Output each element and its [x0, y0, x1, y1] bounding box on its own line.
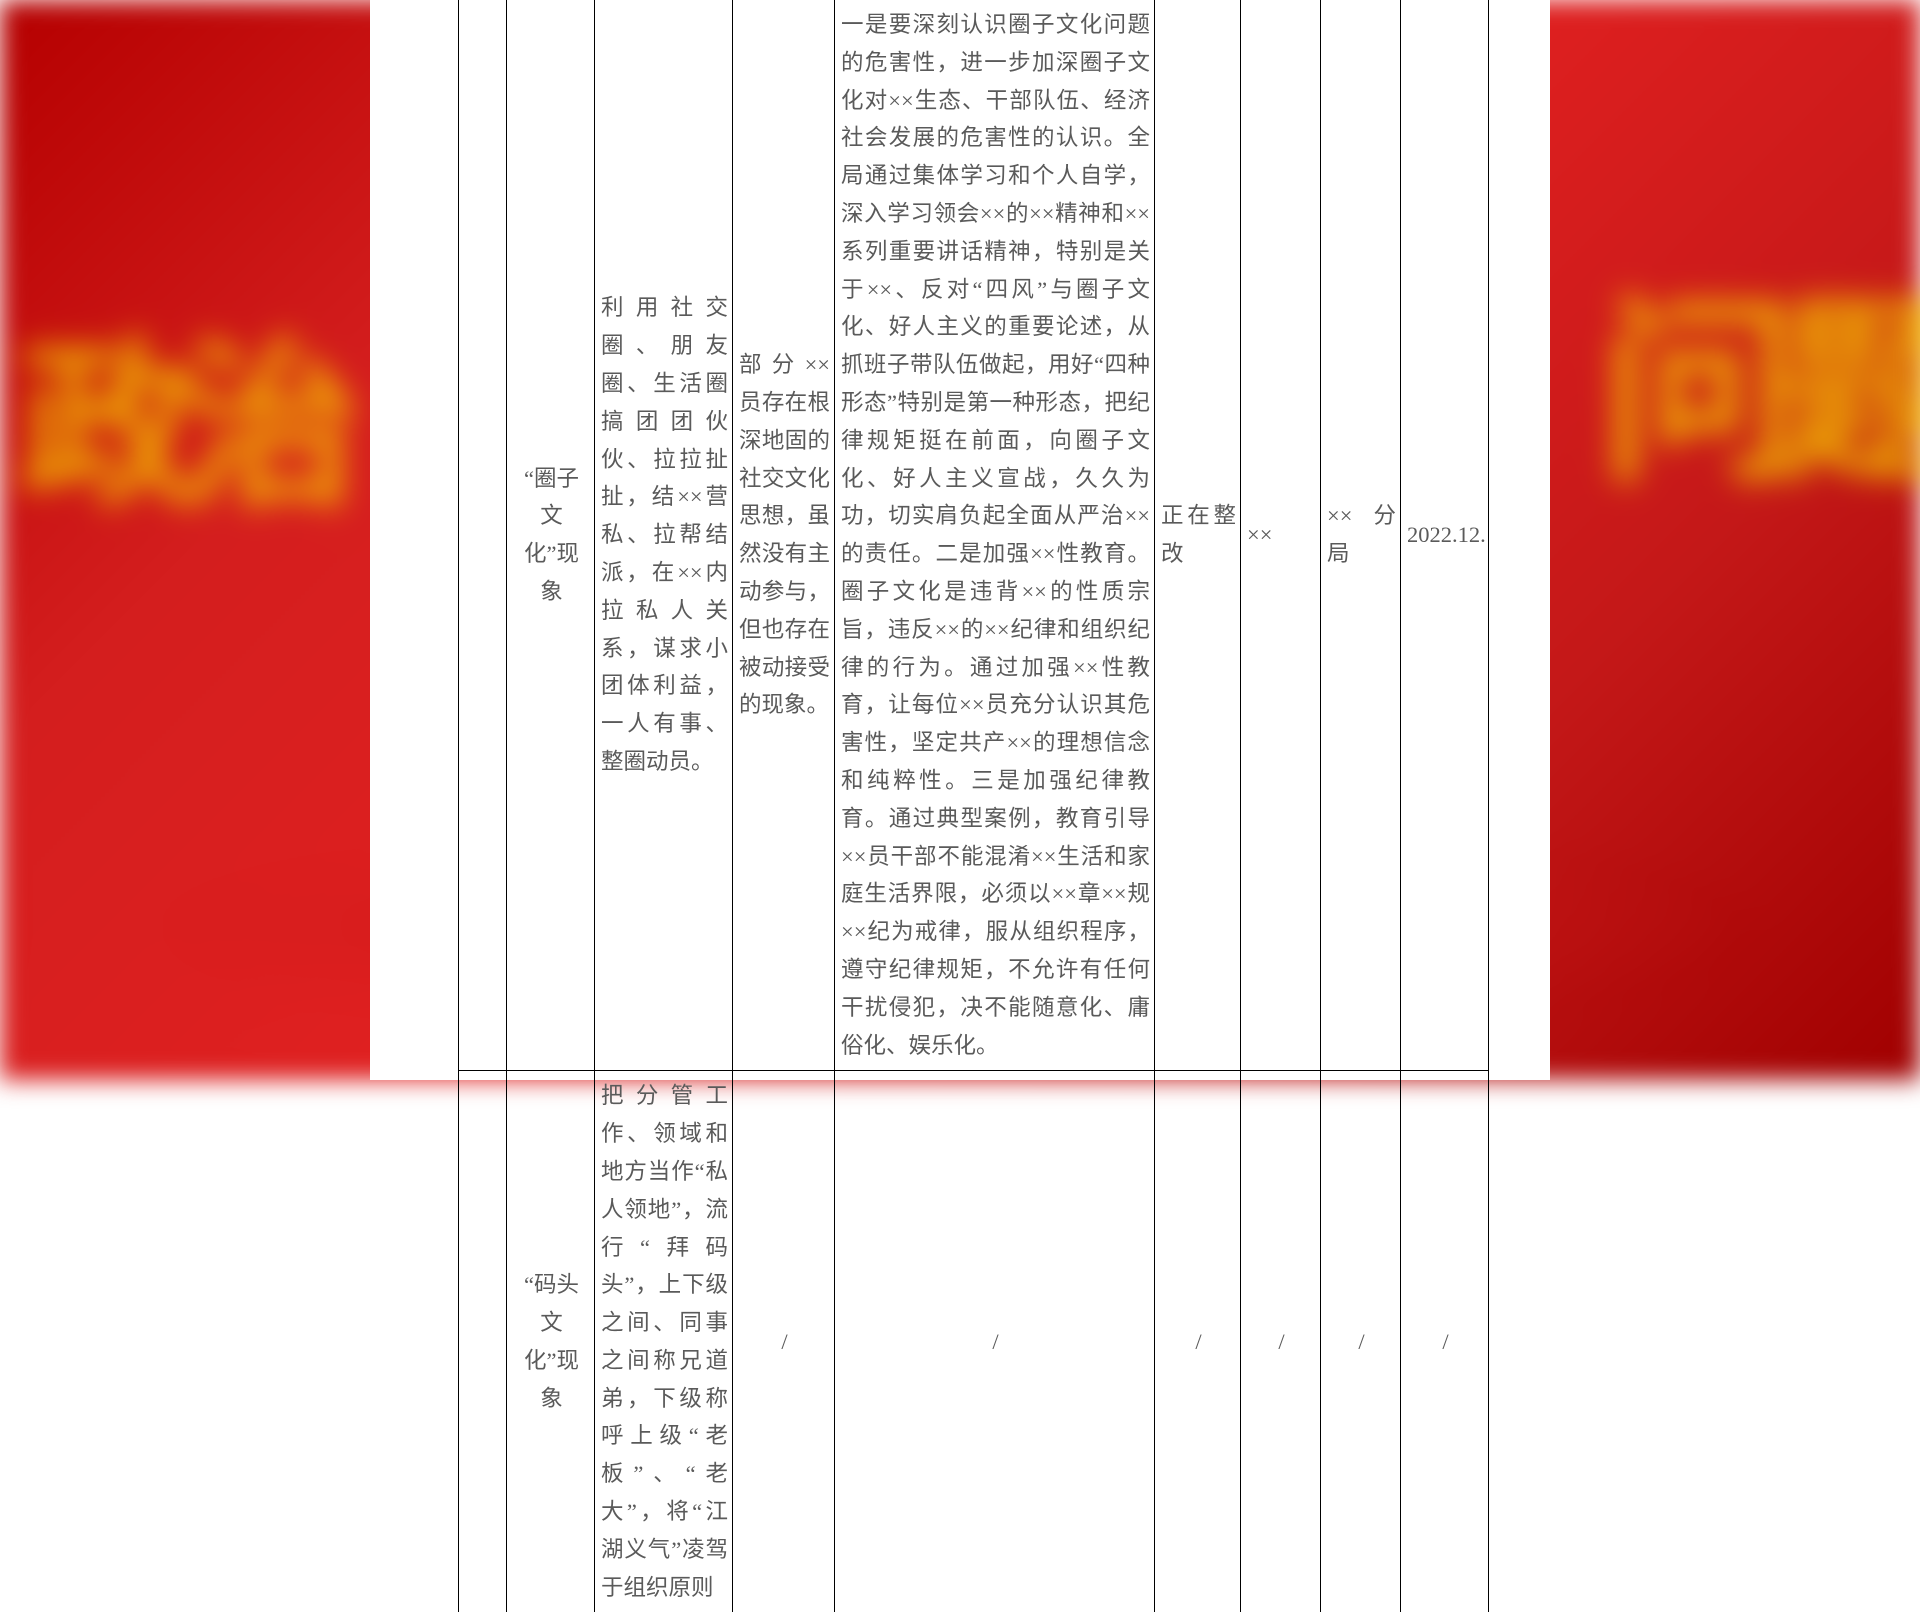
document-page: “圈子文化”现象 利用社交圈、朋友圈、生活圈搞团团伙伙、拉拉扯扯，结××营私、拉… — [370, 0, 1550, 1080]
cell-manifestation: 利用社交圈、朋友圈、生活圈搞团团伙伙、拉拉扯扯，结××营私、拉帮结派，在××内拉… — [595, 0, 733, 1071]
cell-unit: / — [1321, 1071, 1401, 1612]
cell-text: 利用社交圈、朋友圈、生活圈搞团团伙伙、拉拉扯扯，结××营私、拉帮结派，在××内拉… — [601, 295, 728, 774]
cell-text: ×× — [1247, 522, 1272, 547]
cell-text: / — [1195, 1329, 1201, 1354]
cell-text: / — [1442, 1329, 1448, 1354]
table-row: “圈子文化”现象 利用社交圈、朋友圈、生活圈搞团团伙伙、拉拉扯扯，结××营私、拉… — [459, 0, 1489, 1071]
cell-index — [459, 0, 507, 1071]
table-row: “码头文化”现象 把分管工作、领域和地方当作“私人领地”，流行“拜码头”，上下级… — [459, 1071, 1489, 1612]
cell-index — [459, 1071, 507, 1612]
rectification-table: “圈子文化”现象 利用社交圈、朋友圈、生活圈搞团团伙伙、拉拉扯扯，结××营私、拉… — [458, 0, 1489, 1612]
cell-text: 2022.12. — [1407, 522, 1486, 547]
cell-responsible: / — [1241, 1071, 1321, 1612]
cell-phenomenon: “码头文化”现象 — [507, 1071, 595, 1612]
cell-status: 正在整改 — [1155, 0, 1241, 1071]
cell-text: 部分××员存在根深地固的社交文化思想，虽然没有主动参与，但也存在被动接受的现象。 — [739, 352, 830, 717]
cell-analysis: 部分××员存在根深地固的社交文化思想，虽然没有主动参与，但也存在被动接受的现象。 — [733, 0, 835, 1071]
cell-text: / — [781, 1329, 787, 1354]
cell-deadline: / — [1401, 1071, 1489, 1612]
cell-text: / — [1278, 1329, 1284, 1354]
table-container: “圈子文化”现象 利用社交圈、朋友圈、生活圈搞团团伙伙、拉拉扯扯，结××营私、拉… — [458, 0, 1488, 1612]
cell-measures: / — [835, 1071, 1155, 1612]
cell-status: / — [1155, 1071, 1241, 1612]
cell-text: 一是要深刻认识圈子文化问题的危害性，进一步加深圈子文化对××生态、干部队伍、经济… — [841, 12, 1150, 1058]
cell-text: ××分局 — [1327, 503, 1396, 566]
cell-text: 正在整改 — [1161, 503, 1236, 566]
cell-text: “码头文化”现象 — [524, 1272, 579, 1410]
cell-text: “圈子文化”现象 — [524, 466, 579, 604]
cell-responsible: ×× — [1241, 0, 1321, 1071]
cell-manifestation: 把分管工作、领域和地方当作“私人领地”，流行“拜码头”，上下级之间、同事之间称兄… — [595, 1071, 733, 1612]
cell-deadline: 2022.12. — [1401, 0, 1489, 1071]
cell-measures: 一是要深刻认识圈子文化问题的危害性，进一步加深圈子文化对××生态、干部队伍、经济… — [835, 0, 1155, 1071]
cell-phenomenon: “圈子文化”现象 — [507, 0, 595, 1071]
background-text-left: 政治 — [20, 280, 340, 541]
cell-text: / — [992, 1329, 998, 1354]
cell-unit: ××分局 — [1321, 0, 1401, 1071]
cell-text: 把分管工作、领域和地方当作“私人领地”，流行“拜码头”，上下级之间、同事之间称兄… — [601, 1083, 728, 1599]
cell-analysis: / — [733, 1071, 835, 1612]
background-text-right: 问题 — [1600, 230, 1920, 520]
cell-text: / — [1358, 1329, 1364, 1354]
